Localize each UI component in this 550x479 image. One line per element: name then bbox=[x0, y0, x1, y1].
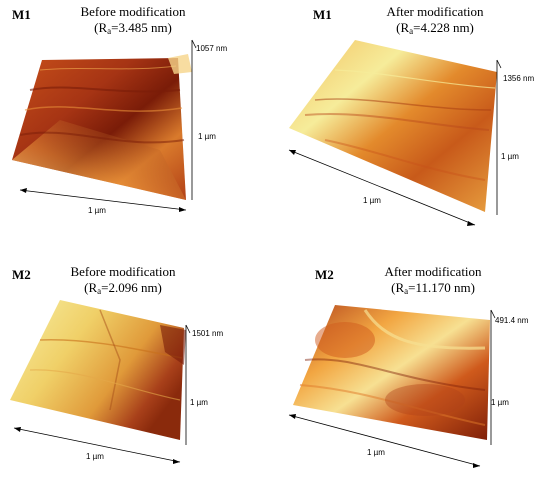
x-axis-label: 1 µm bbox=[363, 196, 381, 205]
panel-caption: Before modification (Ra=3.485 nm) bbox=[78, 4, 188, 36]
x-axis-label: 1 µm bbox=[367, 448, 385, 457]
modification-state: Before modification bbox=[80, 4, 186, 19]
sample-label: M1 bbox=[313, 7, 332, 22]
sample-label: M2 bbox=[12, 267, 31, 282]
afm-panel-m1-before: M1 Before modification (Ra=3.485 nm) bbox=[0, 0, 275, 240]
y-axis-label: 1 µm bbox=[491, 398, 509, 407]
z-axis-label: 1057 nm bbox=[196, 44, 228, 53]
modification-state: After modification bbox=[386, 4, 484, 19]
y-axis-label: 1 µm bbox=[198, 132, 216, 141]
panel-caption: After modification (Ra=4.228 nm) bbox=[375, 4, 495, 36]
afm-panel-m2-before: M2 Before modification (Ra=2.096 nm) 150… bbox=[0, 240, 275, 479]
afm-surface-image bbox=[10, 300, 191, 464]
panel-caption: After modification (Ra=11.170 nm) bbox=[373, 264, 493, 296]
afm-panel-m1-after: M1 After modification (Ra=4.228 nm) 1356… bbox=[275, 0, 550, 240]
roughness-value: (Ra=3.485 nm) bbox=[94, 20, 172, 36]
y-axis-label: 1 µm bbox=[501, 152, 519, 161]
roughness-value: (Ra=4.228 nm) bbox=[396, 20, 474, 36]
modification-state: After modification bbox=[384, 264, 482, 279]
afm-surface-image bbox=[12, 39, 197, 212]
x-axis-label: 1 µm bbox=[88, 206, 106, 215]
z-axis-label: 491.4 nm bbox=[495, 316, 529, 325]
roughness-value: (Ra=11.170 nm) bbox=[391, 280, 475, 296]
y-axis-label: 1 µm bbox=[190, 398, 208, 407]
modification-state: Before modification bbox=[70, 264, 176, 279]
sample-label: M2 bbox=[315, 267, 334, 282]
roughness-value: (Ra=2.096 nm) bbox=[84, 280, 162, 296]
afm-surface-image bbox=[288, 305, 496, 468]
z-axis-label: 1356 nm bbox=[503, 74, 535, 83]
afm-panel-m2-after: M2 After modification (Ra=11.170 nm) 491… bbox=[275, 240, 550, 479]
afm-surface-image bbox=[288, 40, 502, 226]
sample-label: M1 bbox=[12, 7, 31, 22]
panel-caption: Before modification (Ra=2.096 nm) bbox=[68, 264, 178, 296]
x-axis-label: 1 µm bbox=[86, 452, 104, 461]
z-axis-label: 1501 nm bbox=[192, 329, 224, 338]
